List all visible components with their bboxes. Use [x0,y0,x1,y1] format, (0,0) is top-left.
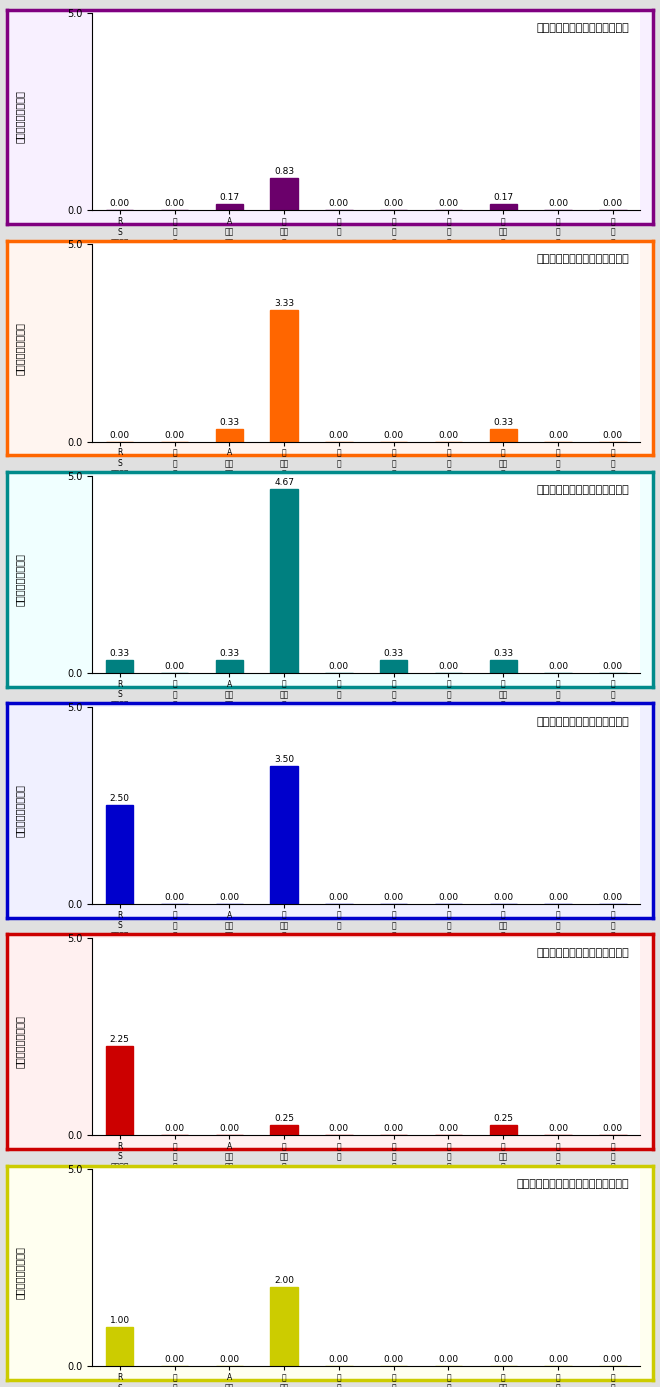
Text: 0.00: 0.00 [548,200,568,208]
Text: 0.00: 0.00 [548,430,568,440]
Text: 0.00: 0.00 [383,200,404,208]
Text: 定点当たりの報告数: 定点当たりの報告数 [15,1247,24,1300]
Bar [216,660,243,673]
Bar [271,766,298,904]
Text: 0.17: 0.17 [493,193,513,201]
Bar [106,806,133,904]
Text: 0.25: 0.25 [274,1114,294,1123]
Text: 0.00: 0.00 [438,200,459,208]
Text: 0.00: 0.00 [383,430,404,440]
Text: 定点当たりの報告数: 定点当たりの報告数 [15,1015,24,1068]
Bar [490,660,517,673]
Text: 3.33: 3.33 [274,300,294,308]
Text: 0.33: 0.33 [110,649,130,657]
Text: 0.00: 0.00 [329,893,349,902]
Text: 0.00: 0.00 [493,1355,513,1365]
Text: 3.50: 3.50 [274,755,294,764]
Text: 0.00: 0.00 [329,662,349,671]
Bar [271,488,298,673]
Text: 0.00: 0.00 [438,893,459,902]
Text: 定点当たりの報告数: 定点当たりの報告数 [15,553,24,606]
Text: 0.00: 0.00 [110,430,130,440]
Text: 0.00: 0.00 [329,1123,349,1133]
Text: 定点当たりの報告数: 定点当たりの報告数 [15,322,24,374]
Bar [380,660,407,673]
Text: 0.83: 0.83 [274,166,294,176]
Text: 西区の疾患別定点当たり報告数: 西区の疾患別定点当たり報告数 [537,485,629,495]
Text: 0.00: 0.00 [164,200,185,208]
Text: 0.00: 0.00 [164,662,185,671]
Text: 0.33: 0.33 [219,417,240,427]
Text: 0.00: 0.00 [383,893,404,902]
Bar [106,1046,133,1135]
Text: 0.00: 0.00 [603,200,623,208]
Text: 0.00: 0.00 [329,430,349,440]
Text: 0.00: 0.00 [164,1355,185,1365]
Text: 0.33: 0.33 [383,649,404,657]
Bar [216,429,243,441]
Text: 0.33: 0.33 [493,649,513,657]
Text: 0.00: 0.00 [438,662,459,671]
Text: 定点当たりの報告数: 定点当たりの報告数 [15,784,24,836]
Bar [271,178,298,211]
Text: 東・美原区の疾患別定点当たり報告数: 東・美原区の疾患別定点当たり報告数 [517,1179,629,1189]
Text: 0.00: 0.00 [493,893,513,902]
Text: 0.00: 0.00 [548,1123,568,1133]
Bar [106,660,133,673]
Text: 0.00: 0.00 [438,1355,459,1365]
Text: 0.00: 0.00 [548,893,568,902]
Text: 0.00: 0.00 [383,1123,404,1133]
Text: 中区の疾患別定点当たり報告数: 中区の疾患別定点当たり報告数 [537,717,629,727]
Text: 0.00: 0.00 [219,1355,240,1365]
Text: 0.00: 0.00 [438,430,459,440]
Text: 0.00: 0.00 [548,662,568,671]
Text: 0.00: 0.00 [329,1355,349,1365]
Bar [490,204,517,211]
Text: 0.00: 0.00 [164,893,185,902]
Text: 0.33: 0.33 [219,649,240,657]
Text: 0.00: 0.00 [219,893,240,902]
Text: 0.00: 0.00 [603,893,623,902]
Text: 0.00: 0.00 [548,1355,568,1365]
Text: 南区の疾患別定点当たり報告数: 南区の疾患別定点当たり報告数 [537,947,629,957]
Text: 0.00: 0.00 [164,430,185,440]
Text: 0.00: 0.00 [438,1123,459,1133]
Text: 0.00: 0.00 [603,430,623,440]
Text: 0.00: 0.00 [164,1123,185,1133]
Text: 0.00: 0.00 [219,1123,240,1133]
Bar [216,204,243,211]
Text: 0.17: 0.17 [219,193,240,201]
Text: 0.00: 0.00 [383,1355,404,1365]
Text: 定点当たりの報告数: 定点当たりの報告数 [15,90,24,143]
Text: 0.00: 0.00 [603,1355,623,1365]
Text: 0.33: 0.33 [493,417,513,427]
Bar [490,429,517,441]
Text: 4.67: 4.67 [274,477,294,487]
Text: 2.25: 2.25 [110,1035,130,1044]
Bar [271,1125,298,1135]
Bar [271,311,298,441]
Text: 北区の疾患別定点当たり報告数: 北区の疾患別定点当たり報告数 [537,24,629,33]
Text: 0.00: 0.00 [110,200,130,208]
Text: 2.00: 2.00 [274,1276,294,1286]
Bar [490,1125,517,1135]
Text: 0.00: 0.00 [329,200,349,208]
Bar [106,1327,133,1366]
Text: 2.50: 2.50 [110,795,130,803]
Bar [271,1287,298,1366]
Text: 1.00: 1.00 [110,1316,130,1325]
Text: 堺区の疾患別定点当たり報告数: 堺区の疾患別定点当たり報告数 [537,254,629,264]
Text: 0.00: 0.00 [603,662,623,671]
Text: 0.25: 0.25 [493,1114,513,1123]
Text: 0.00: 0.00 [603,1123,623,1133]
